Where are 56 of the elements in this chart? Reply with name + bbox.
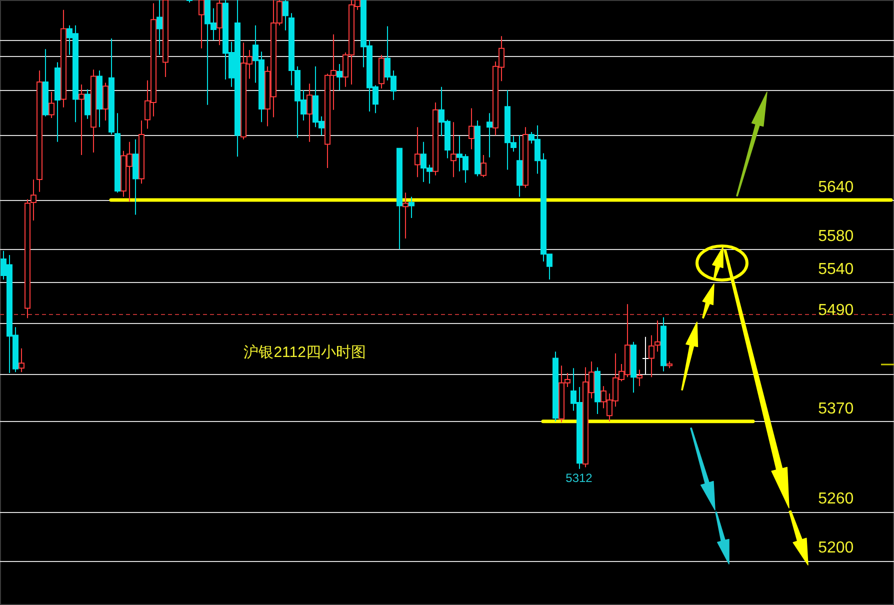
candlestick	[642, 336, 649, 376]
candlestick	[480, 154, 486, 178]
candlestick	[378, 54, 384, 90]
candlestick	[132, 138, 138, 216]
candlestick	[486, 112, 492, 158]
candlestick	[660, 316, 666, 372]
candlestick	[474, 120, 480, 177]
ref-line-label: 5200	[818, 540, 854, 557]
candlestick	[594, 366, 600, 414]
candlestick	[138, 120, 144, 184]
candlestick	[516, 134, 522, 198]
candlestick	[396, 148, 402, 250]
annotation: 5312	[566, 470, 593, 485]
candlestick	[42, 48, 48, 117]
candlestick	[654, 320, 660, 352]
candlestick	[414, 126, 420, 178]
text: 沪银2112四小时图	[244, 344, 366, 361]
candlestick	[282, 0, 288, 31]
candlestick	[306, 83, 312, 142]
ref-line-label: 5640	[818, 179, 854, 196]
candlestick	[450, 122, 456, 178]
ref-line-label: 5580	[818, 228, 854, 246]
candlestick	[402, 192, 408, 240]
candlestick	[636, 369, 642, 387]
candlestick	[84, 88, 90, 120]
candlestick	[30, 179, 36, 222]
candlestick	[156, 0, 162, 56]
ref-line-label: 5490	[818, 302, 854, 319]
candlestick	[48, 91, 54, 119]
candlestick	[24, 198, 30, 319]
candlestick	[336, 63, 342, 91]
candlestick	[18, 348, 24, 373]
candlestick	[198, 0, 204, 49]
candlestick	[90, 69, 96, 153]
candlestick	[186, 0, 193, 3]
candlestick	[36, 70, 42, 192]
candlestick	[102, 82, 108, 122]
candlestick	[78, 84, 84, 156]
ref-line-label: 5370	[818, 400, 854, 418]
candlestick	[468, 108, 474, 150]
candlestick	[114, 112, 120, 194]
candlestick	[108, 38, 114, 135]
candlestick	[162, 0, 168, 78]
candlestick	[216, 0, 222, 46]
ref-line-label: 5260	[818, 490, 854, 508]
candlestick	[522, 126, 528, 188]
candlestick	[666, 361, 672, 369]
candlestick	[630, 341, 636, 394]
candlestick	[432, 102, 438, 176]
candlestick	[96, 70, 102, 128]
candlestick	[552, 351, 558, 422]
candlestick	[408, 196, 414, 219]
ref-line-label: 5540	[818, 261, 854, 278]
candlestick	[60, 9, 66, 108]
candlestick	[648, 334, 654, 378]
candlestick	[54, 62, 60, 142]
